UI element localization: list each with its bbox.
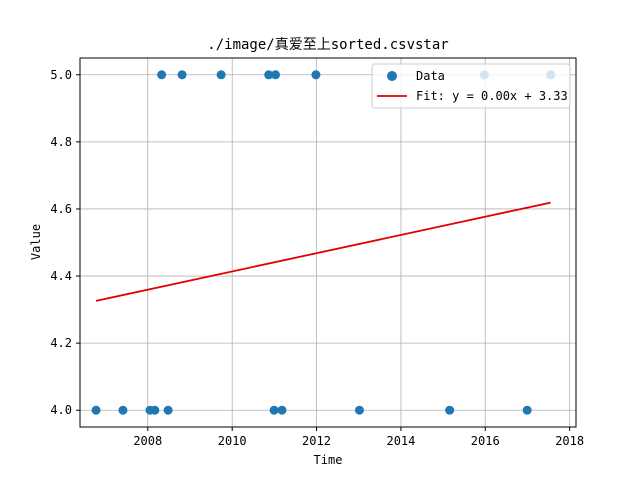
x-axis-ticks: 2008 2010 2012 2014 2016 2018: [133, 427, 584, 448]
legend-fit-label: Fit: y = 0.00x + 3.33: [416, 89, 568, 103]
legend-data-label: Data: [416, 69, 445, 83]
fit-line: [95, 201, 551, 302]
x-tick-label: 2012: [302, 434, 331, 448]
y-tick-label: 4.0: [50, 403, 72, 417]
x-axis-label: Time: [314, 453, 343, 467]
data-point: [269, 405, 279, 415]
data-point: [163, 405, 173, 415]
legend-box: [371, 63, 571, 109]
x-tick-label: 2014: [386, 434, 415, 448]
x-tick-label: 2008: [133, 434, 162, 448]
data-point: [354, 405, 364, 415]
data-point: [271, 70, 281, 80]
legend-data-marker: [387, 71, 397, 81]
x-tick-label: 2010: [218, 434, 247, 448]
legend: Data Fit: y = 0.00x + 3.33: [371, 63, 571, 109]
data-point: [91, 405, 101, 415]
data-point: [157, 70, 167, 80]
y-tick-label: 4.2: [50, 336, 72, 350]
y-tick-label: 4.4: [50, 269, 72, 283]
fit-layer: [95, 201, 551, 302]
y-tick-label: 4.8: [50, 135, 72, 149]
data-point: [216, 70, 226, 80]
data-point: [311, 70, 321, 80]
x-tick-label: 2016: [471, 434, 500, 448]
y-tick-label: 4.6: [50, 202, 72, 216]
x-tick-label: 2018: [555, 434, 584, 448]
data-point: [264, 70, 274, 80]
data-point: [177, 70, 187, 80]
data-point: [118, 405, 128, 415]
data-point: [445, 405, 455, 415]
y-axis-ticks: 4.0 4.2 4.4 4.6 4.8 5.0: [50, 68, 80, 417]
plot-frame: [79, 57, 577, 428]
data-point: [277, 405, 287, 415]
y-tick-label: 5.0: [50, 68, 72, 82]
chart-title: ./image/真爱至上sorted.csvstar: [207, 37, 448, 53]
grid: [80, 58, 576, 427]
data-point: [522, 405, 532, 415]
data-point: [150, 405, 160, 415]
y-axis-label: Value: [29, 224, 43, 260]
